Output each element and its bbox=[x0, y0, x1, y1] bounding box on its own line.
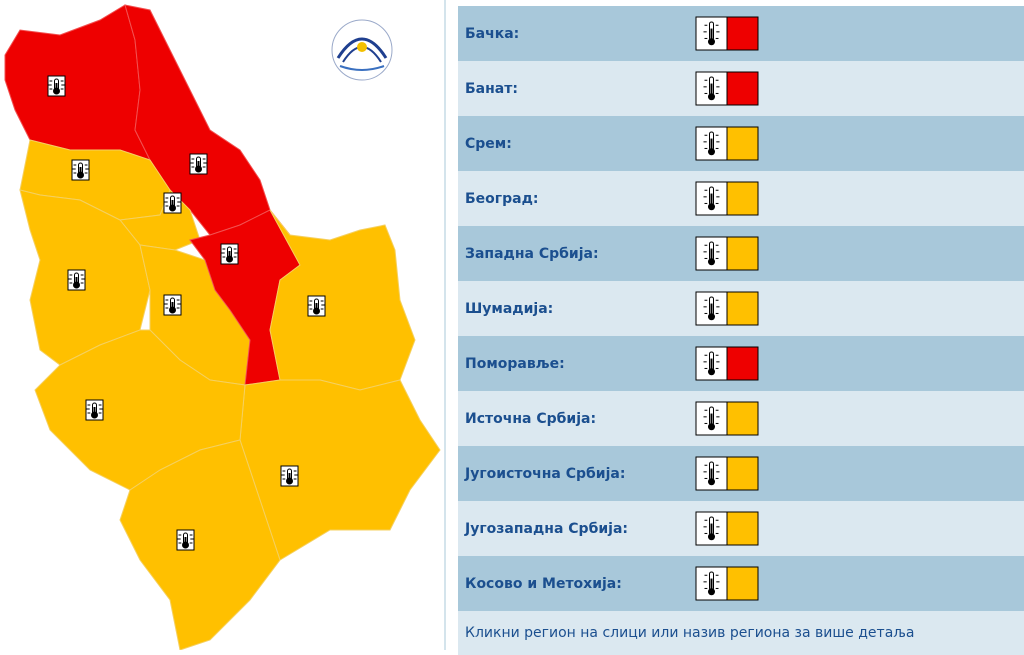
region[interactable] bbox=[4, 4, 151, 161]
warning-level bbox=[726, 71, 759, 105]
warning-level bbox=[726, 566, 759, 600]
thermometer-bulb bbox=[708, 202, 715, 210]
thermometer-bulb bbox=[286, 477, 293, 485]
region-area[interactable] bbox=[4, 4, 151, 161]
region-row[interactable]: Југоисточна Србија: bbox=[458, 446, 1024, 501]
region-row[interactable]: Банат: bbox=[458, 61, 1024, 116]
thermometer-bulb bbox=[708, 257, 715, 265]
thermometer-bulb bbox=[226, 255, 233, 263]
region-area[interactable] bbox=[119, 439, 281, 650]
thermometer-bulb bbox=[73, 281, 80, 289]
thermometer-bulb bbox=[313, 307, 320, 315]
thermometer-bulb bbox=[708, 37, 715, 45]
thermometer-bulb bbox=[708, 92, 715, 100]
region-row[interactable]: Југозападна Србија: bbox=[458, 501, 1024, 556]
region-row[interactable]: Западна Србија: bbox=[458, 226, 1024, 281]
warning-icon bbox=[695, 566, 759, 600]
region-row[interactable]: Шумадија: bbox=[458, 281, 1024, 336]
region[interactable] bbox=[119, 439, 281, 650]
thermometer-bulb bbox=[182, 541, 189, 549]
hint: Кликни регион на слици или назив региона… bbox=[458, 611, 1024, 655]
region[interactable] bbox=[269, 209, 416, 391]
region-name[interactable]: Поморавље: bbox=[465, 355, 565, 372]
warning-level bbox=[726, 456, 759, 490]
warning-level bbox=[726, 16, 759, 50]
warning-icon bbox=[695, 511, 759, 545]
warning-icon bbox=[695, 346, 759, 380]
region-row[interactable]: Бачка: bbox=[458, 6, 1024, 61]
region-name[interactable]: Банат: bbox=[465, 80, 518, 97]
warning-icon bbox=[695, 71, 759, 105]
region-name[interactable]: Западна Србија: bbox=[465, 245, 599, 262]
thermometer-bulb bbox=[708, 312, 715, 320]
region-name[interactable]: Срем: bbox=[465, 135, 512, 152]
thermometer-bulb bbox=[195, 165, 202, 173]
warning-level bbox=[726, 346, 759, 380]
warning-icon bbox=[695, 456, 759, 490]
region-row[interactable]: Источна Србија: bbox=[458, 391, 1024, 446]
thermometer-bulb bbox=[169, 306, 176, 314]
thermometer-bulb bbox=[53, 87, 60, 95]
warning-map bbox=[4, 0, 446, 650]
thermometer-bulb bbox=[708, 147, 715, 155]
warning-icon bbox=[695, 236, 759, 270]
thermometer-bulb bbox=[708, 587, 715, 595]
region-name[interactable]: Југозападна Србија: bbox=[465, 520, 628, 537]
region-row[interactable]: Београд: bbox=[458, 171, 1024, 226]
region-name[interactable]: Београд: bbox=[465, 190, 539, 207]
region-name[interactable]: Косово и Метохија: bbox=[465, 575, 622, 592]
thermometer-bulb bbox=[708, 422, 715, 430]
warning-level bbox=[726, 291, 759, 325]
region-name[interactable]: Шумадија: bbox=[465, 300, 554, 317]
region-name[interactable]: Источна Србија: bbox=[465, 410, 597, 427]
warning-icon bbox=[695, 16, 759, 50]
thermometer-bulb bbox=[708, 477, 715, 485]
thermometer-bulb bbox=[708, 367, 715, 375]
warning-icon bbox=[695, 401, 759, 435]
warning-level bbox=[726, 511, 759, 545]
warning-level bbox=[726, 126, 759, 160]
thermometer-bulb bbox=[77, 171, 84, 179]
warning-level bbox=[726, 181, 759, 215]
warning-icon bbox=[695, 126, 759, 160]
thermometer-bulb bbox=[169, 204, 176, 212]
warning-level bbox=[726, 401, 759, 435]
region-row[interactable]: Срем: bbox=[458, 116, 1024, 171]
region-row[interactable]: Косово и Метохија: bbox=[458, 556, 1024, 611]
region-name[interactable]: Југоисточна Србија: bbox=[465, 465, 626, 482]
thermometer-bulb bbox=[708, 532, 715, 540]
region-list: Бачка: Банат: Срем: Београд: Западна Србија:… bbox=[458, 6, 1024, 655]
logo bbox=[331, 19, 393, 81]
region-name[interactable]: Бачка: bbox=[465, 25, 520, 42]
thermometer-bulb bbox=[91, 411, 98, 419]
region-row[interactable]: Поморавље: bbox=[458, 336, 1024, 391]
warning-level bbox=[726, 236, 759, 270]
warning-icon bbox=[695, 181, 759, 215]
region-rows: Бачка: Банат: Срем: Београд: Западна Србија:… bbox=[458, 6, 1024, 611]
warning-icon bbox=[695, 291, 759, 325]
region-area[interactable] bbox=[269, 209, 416, 391]
